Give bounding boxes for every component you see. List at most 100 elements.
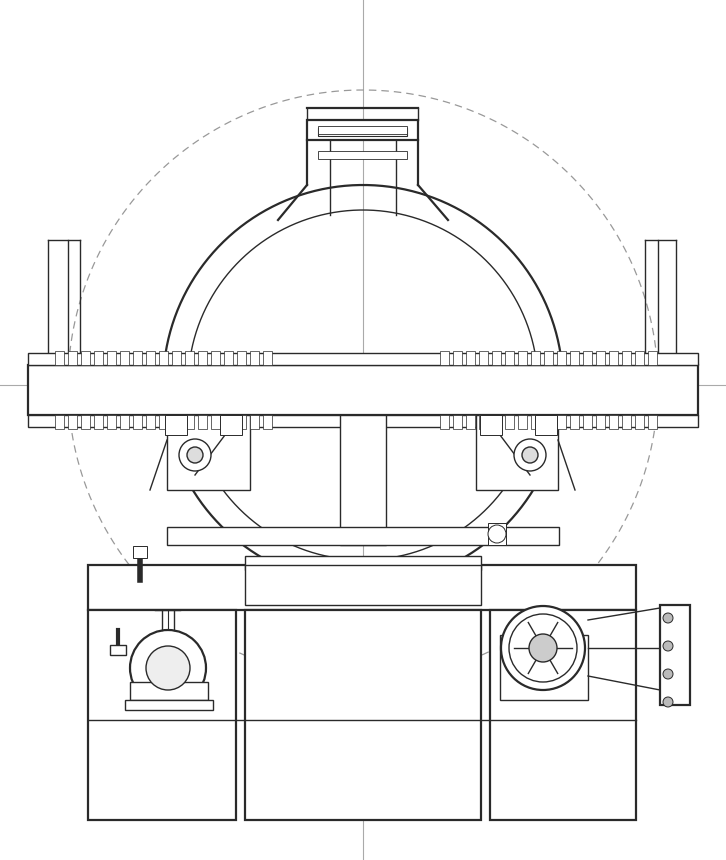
Bar [660,605,690,705]
Bar [596,351,605,365]
Bar [505,415,514,429]
Bar [120,415,129,429]
Bar [55,351,64,365]
Bar [172,415,181,429]
Bar [518,415,527,429]
Bar [107,351,116,365]
Bar [198,415,207,429]
Bar [245,556,481,570]
Bar [518,351,527,365]
Bar [488,523,506,545]
Bar [648,415,657,429]
Circle shape [187,447,203,463]
Bar [250,351,259,365]
Bar [224,415,233,429]
Bar [159,351,168,365]
Bar [263,415,272,429]
Bar [500,635,588,700]
Bar [211,415,220,429]
Bar [167,415,250,490]
Bar [94,351,103,365]
Circle shape [529,634,557,662]
Bar [133,351,142,365]
Bar [609,351,618,365]
Bar [133,546,147,558]
Bar [557,351,566,365]
Bar [245,565,481,605]
Bar [146,351,155,365]
Circle shape [130,630,206,706]
Bar [68,415,77,429]
Bar [28,365,698,415]
Bar [224,351,233,365]
Circle shape [501,606,585,690]
Bar [535,415,557,435]
Bar [476,415,558,490]
Bar [28,353,698,365]
Bar [466,415,475,429]
Bar [81,351,90,365]
Bar [635,351,644,365]
Bar [583,415,592,429]
Bar [635,415,644,429]
Bar [318,151,407,159]
Bar [165,415,187,435]
Bar [544,351,553,365]
Bar [318,126,407,134]
Bar [237,415,246,429]
Bar [81,415,90,429]
Circle shape [514,439,546,471]
Bar [250,415,259,429]
Bar [185,351,194,365]
Bar [159,415,168,429]
Bar [172,351,181,365]
Bar [340,415,386,545]
Bar [88,610,236,820]
Bar [198,351,207,365]
Bar [107,415,116,429]
Bar [479,351,488,365]
Bar [125,700,213,710]
Bar [167,527,559,545]
Bar [480,415,502,435]
Bar [492,415,501,429]
Bar [55,415,64,429]
Bar [648,351,657,365]
Bar [466,351,475,365]
Bar [318,128,407,136]
Bar [307,120,418,140]
Bar [220,415,242,435]
Bar [94,415,103,429]
Bar [211,351,220,365]
Bar [146,415,155,429]
Bar [68,351,77,365]
Bar [440,351,449,365]
Bar [237,351,246,365]
Bar [583,351,592,365]
Bar [185,415,194,429]
Bar [531,415,540,429]
Bar [88,565,636,610]
Bar [544,415,553,429]
Bar [120,351,129,365]
Bar [531,351,540,365]
Circle shape [179,439,211,471]
Bar [609,415,618,429]
Bar [492,351,501,365]
Circle shape [488,525,506,543]
Bar [622,415,631,429]
Circle shape [146,646,190,690]
Bar [490,610,636,820]
Bar [133,415,142,429]
Circle shape [663,697,673,707]
Bar [110,645,126,655]
Bar [453,415,462,429]
Bar [505,351,514,365]
Bar [28,415,698,427]
Bar [440,415,449,429]
Circle shape [663,641,673,651]
Bar [570,415,579,429]
Bar [570,351,579,365]
Bar [479,415,488,429]
Circle shape [663,669,673,679]
